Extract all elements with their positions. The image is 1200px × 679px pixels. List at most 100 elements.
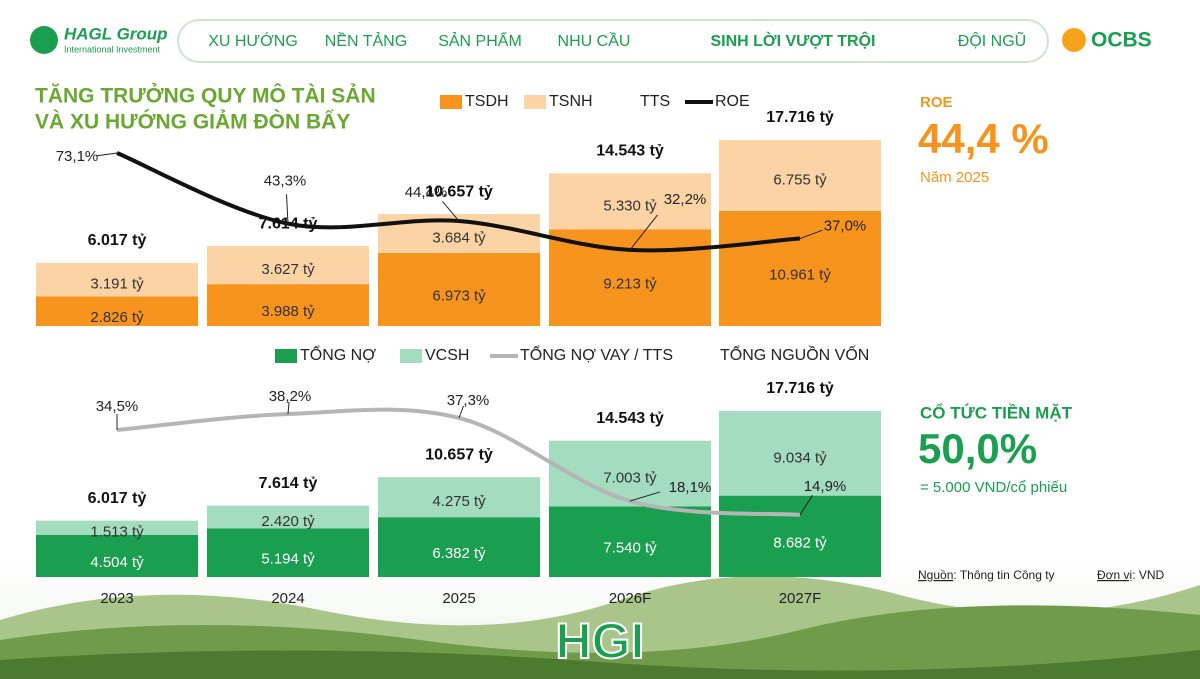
bar-label: 9.213 tỷ [603, 276, 657, 293]
bar-label: 7.540 tỷ [603, 540, 657, 557]
point-label: 43,3% [264, 173, 307, 190]
nav-item[interactable]: ĐỘI NGŨ [958, 30, 1026, 50]
nav-item[interactable]: XU HƯỚNG [208, 31, 298, 50]
leader [629, 491, 661, 502]
bar-label: 5.330 tỷ [603, 197, 657, 214]
bar-label: 7.003 tỷ [603, 470, 657, 487]
point-label: 37,3% [447, 392, 490, 409]
nav-item[interactable]: SINH LỜI VƯỢT TRỘI [710, 31, 875, 50]
brand: OCBS [1091, 29, 1152, 52]
hill [0, 650, 1200, 679]
nav-item[interactable]: NỀN TẢNG [325, 31, 407, 50]
total-label: 7.614 tỷ [259, 475, 318, 492]
bar [36, 296, 198, 326]
roe-year: Năm 2025 [920, 169, 989, 186]
total-label: 6.017 tỷ [88, 490, 147, 507]
x-tick-label: 2025 [442, 590, 475, 607]
bar-label: 4.275 tỷ [432, 493, 486, 510]
legend-swatch [524, 95, 546, 109]
x-tick-label: 2027F [779, 590, 822, 607]
bar-label: 3.684 tỷ [432, 229, 486, 246]
bar [549, 506, 711, 577]
bar-label: 6.382 tỷ [432, 545, 486, 562]
bar [378, 517, 540, 577]
bar [207, 505, 369, 529]
legend-label: TỔNG NỢ VAY / TTS [520, 345, 673, 364]
leader [799, 495, 813, 516]
source-text: : Thông tin Công ty [953, 568, 1054, 582]
leader [442, 201, 460, 222]
x-tick-label: 2024 [271, 590, 304, 607]
chart-title: VÀ XU HƯỚNG GIẢM ĐÒN BẨY [35, 110, 350, 134]
logo: HAGL Group [64, 24, 168, 43]
total-label: 10.657 tỷ [425, 446, 493, 463]
point-label: 37,0% [824, 218, 867, 235]
point-label: 18,1% [669, 479, 712, 496]
bar [719, 210, 881, 326]
bar-label: 5.194 tỷ [261, 551, 315, 568]
legend-swatch [400, 349, 422, 363]
brand-icon [1062, 28, 1086, 52]
bar [719, 411, 881, 496]
bar [719, 140, 881, 211]
nav-item[interactable]: NHU CẦU [558, 31, 631, 50]
hgi-mark: HGI [556, 613, 645, 669]
nav-item[interactable]: SẢN PHẨM [438, 31, 522, 50]
point-label: 73,1% [56, 148, 99, 165]
legend-label: TTS [640, 93, 670, 110]
bar [207, 528, 369, 577]
bar-label: 2.420 tỷ [261, 513, 315, 530]
x-tick-label: 2023 [100, 590, 133, 607]
bar [207, 284, 369, 326]
roe-label: ROE [920, 94, 953, 111]
total-label: 14.543 tỷ [596, 143, 664, 160]
leader [629, 214, 658, 251]
logo-sub: International Investment [64, 44, 161, 54]
legend-label: TỔNG NỢ [300, 345, 376, 364]
leader [458, 405, 464, 419]
bar-label: 3.988 tỷ [261, 303, 315, 320]
source: Nguồn: Thông tin Công ty [918, 568, 1055, 582]
chart-title: TĂNG TRƯỞNG QUY MÔ TÀI SẢN [35, 84, 376, 108]
legend-label: TSNH [549, 93, 593, 110]
bar [549, 440, 711, 507]
bar-label: 4.504 tỷ [90, 554, 144, 571]
point-label: 44,4% [405, 184, 448, 201]
bar [207, 246, 369, 285]
nav-bar [177, 19, 1049, 63]
bar [36, 520, 198, 535]
total-label: 17.716 tỷ [766, 109, 834, 126]
bar [378, 477, 540, 518]
bar-label: 9.034 tỷ [773, 449, 827, 466]
bar-label: 10.961 tỷ [769, 266, 831, 283]
total-label: 17.716 tỷ [766, 380, 834, 397]
total-label: 14.543 tỷ [596, 410, 664, 427]
point-label: 14,9% [804, 478, 847, 495]
bar [719, 495, 881, 577]
unit: Đơn vị: VND [1097, 568, 1165, 582]
unit-text: : VND [1132, 568, 1164, 582]
bar-label: 8.682 tỷ [773, 534, 827, 551]
bar [549, 173, 711, 230]
legend-label: TSDH [465, 93, 509, 110]
legend-label: TỔNG NGUỒN VỐN [720, 344, 869, 364]
total-label: 6.017 tỷ [88, 232, 147, 249]
bar-label: 2.826 tỷ [90, 309, 144, 326]
div-label: CỔ TỨC TIỀN MẶT [920, 403, 1073, 422]
bar-label: 6.973 tỷ [432, 287, 486, 304]
bar-label: 1.513 tỷ [90, 524, 144, 541]
x-tick-label: 2026F [609, 590, 652, 607]
leader [287, 402, 290, 415]
leader [286, 194, 289, 224]
roe-value: 44,4 % [918, 115, 1049, 162]
legend-label: ROE [715, 93, 750, 110]
bar [36, 534, 198, 577]
div-note: = 5.000 VND/cổ phiếu [920, 479, 1067, 496]
legend-swatch [440, 95, 462, 109]
leader [96, 152, 118, 157]
point-label: 32,2% [664, 191, 707, 208]
unit-key: Đơn vị [1097, 568, 1132, 582]
bar-label: 6.755 tỷ [773, 171, 827, 188]
logo-icon [30, 26, 58, 54]
